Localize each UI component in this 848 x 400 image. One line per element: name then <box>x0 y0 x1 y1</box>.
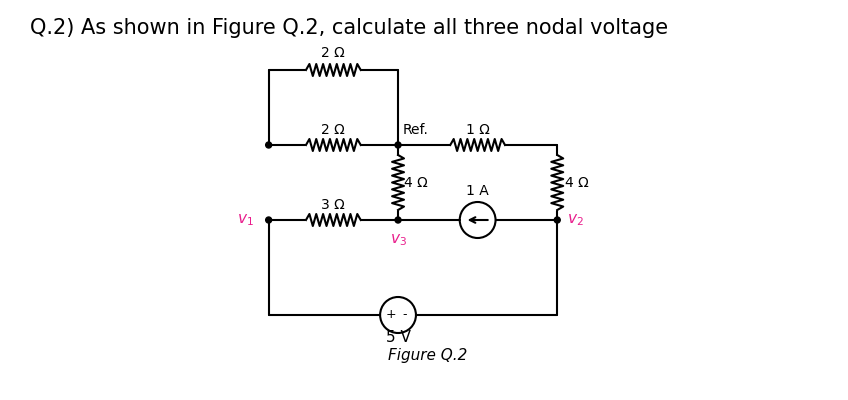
Text: $v_1$: $v_1$ <box>237 212 254 228</box>
Text: +: + <box>386 308 396 322</box>
Text: 1 A: 1 A <box>466 184 489 198</box>
Text: Q.2) As shown in Figure Q.2, calculate all three nodal voltage: Q.2) As shown in Figure Q.2, calculate a… <box>30 18 668 38</box>
Circle shape <box>555 217 561 223</box>
Circle shape <box>265 217 271 223</box>
Text: 3 Ω: 3 Ω <box>321 198 345 212</box>
Text: 1 Ω: 1 Ω <box>466 123 489 137</box>
Circle shape <box>395 217 401 223</box>
Text: $v_2$: $v_2$ <box>567 212 584 228</box>
Text: Figure Q.2: Figure Q.2 <box>388 348 467 363</box>
Text: 5 V: 5 V <box>386 330 410 345</box>
Text: Ref.: Ref. <box>403 123 429 137</box>
Text: 4 Ω: 4 Ω <box>566 176 589 190</box>
Text: 2 Ω: 2 Ω <box>321 46 345 60</box>
Text: 4 Ω: 4 Ω <box>404 176 427 190</box>
Text: 2 Ω: 2 Ω <box>321 123 345 137</box>
Circle shape <box>265 142 271 148</box>
Text: $v_3$: $v_3$ <box>389 232 406 248</box>
Circle shape <box>395 142 401 148</box>
Text: -: - <box>403 308 407 322</box>
